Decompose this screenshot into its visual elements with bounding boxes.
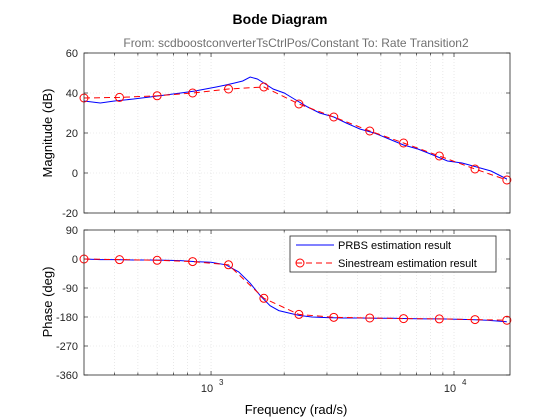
phase-sinestream-marker — [259, 293, 269, 303]
magnitude-prbs-line — [83, 76, 508, 180]
phase-y-tick-label: -360 — [56, 370, 78, 382]
chart-subtitle: From: scdboostconverterTsCtrlPos/Constan… — [123, 36, 469, 50]
phase-sinestream-marker — [224, 260, 234, 270]
phase-sinestream-marker — [434, 314, 444, 324]
magnitude-axes-box — [83, 52, 511, 214]
magnitude-sinestream-marker — [294, 99, 304, 109]
magnitude-y-tick-label: 60 — [66, 48, 78, 60]
legend: PRBS estimation result Sinestream estima… — [289, 235, 497, 273]
phase-y-tick-label: -270 — [56, 341, 78, 353]
phase-y-tick-label: -180 — [56, 312, 78, 324]
phase-sinestream-marker — [329, 312, 339, 322]
magnitude-y-tick-label: 40 — [66, 88, 78, 100]
magnitude-sinestream-marker — [399, 138, 409, 148]
phase-sinestream-line — [83, 258, 507, 321]
chart-title: Bode Diagram — [233, 11, 328, 27]
legend-box — [289, 235, 497, 273]
magnitude-panel: -20 0 20 40 60 Magnitude (dB) — [40, 48, 512, 220]
magnitude-sinestream-marker — [365, 126, 375, 136]
magnitude-y-label: Magnitude (dB) — [40, 89, 55, 178]
phase-sinestream-marker — [470, 315, 480, 325]
x-tick-label: 10 — [444, 383, 456, 395]
phase-sinestream-marker — [188, 257, 198, 267]
phase-sinestream-marker — [502, 315, 512, 325]
magnitude-y-tick-label: 0 — [72, 168, 78, 180]
phase-y-label: Phase (deg) — [40, 267, 55, 338]
x-tick-label-exponent: 3 — [219, 378, 224, 387]
phase-sinestream-marker — [152, 255, 162, 265]
phase-sinestream-marker — [399, 314, 409, 324]
phase-y-tick-label: 90 — [66, 225, 78, 237]
magnitude-y-tick-label: -20 — [62, 208, 78, 220]
magnitude-sinestream-marker — [152, 91, 162, 101]
x-tick-label: 10 — [201, 383, 213, 395]
phase-sinestream-marker — [115, 255, 125, 265]
magnitude-sinestream-marker — [434, 151, 444, 161]
phase-axes-box — [83, 229, 511, 376]
x-axis-label: Frequency (rad/s) — [245, 402, 348, 417]
magnitude-y-tick-label: 20 — [66, 128, 78, 140]
phase-y-tick-label: -90 — [62, 283, 78, 295]
magnitude-sinestream-marker — [259, 82, 269, 92]
magnitude-sinestream-marker — [188, 88, 198, 98]
magnitude-sinestream-line — [83, 86, 507, 181]
legend-prbs-label: PRBS estimation result — [338, 240, 451, 252]
magnitude-sinestream-marker — [224, 84, 234, 94]
magnitude-sinestream-marker — [115, 92, 125, 102]
phase-sinestream-marker — [365, 313, 375, 323]
phase-sinestream-marker — [294, 309, 304, 319]
x-tick-label-exponent: 4 — [462, 378, 467, 387]
legend-sine-label: Sinestream estimation result — [338, 258, 477, 270]
magnitude-sinestream-marker — [502, 175, 512, 185]
magnitude-sinestream-marker — [470, 164, 480, 174]
legend-sine-marker — [295, 258, 305, 268]
magnitude-sinestream-marker — [329, 112, 339, 122]
phase-y-tick-label: 0 — [72, 254, 78, 266]
